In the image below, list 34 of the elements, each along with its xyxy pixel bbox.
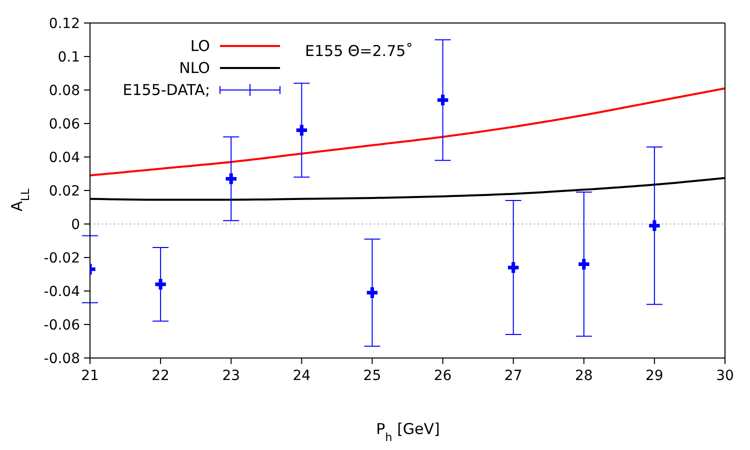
x-tick-label: 23 [222,368,240,384]
point [578,258,590,270]
point [226,173,236,184]
y-tick-label: 0.1 [58,49,80,66]
legend-label: E155-DATA; [122,81,210,99]
y-tick-label: 0.04 [48,150,80,166]
point [366,287,378,298]
y-tick-label: 0 [71,216,80,233]
x-tick-label: 26 [434,368,452,384]
y-tick-label: 0.08 [48,82,80,99]
y-tick-label: -0.08 [44,350,80,367]
point [437,94,448,106]
y-tick-label: 0.02 [48,183,80,200]
x-axis-title: P$_{h}$ [GeV] [376,420,440,444]
legend-label: NLO [179,59,210,77]
x-tick-label: 22 [152,368,170,384]
y-tick-label: -0.02 [44,250,80,266]
point [508,262,519,273]
legend-label: LO [190,37,210,55]
x-tick-label: 29 [646,368,664,384]
x-tick-label: 25 [363,368,382,384]
point [296,124,308,136]
x-tick-label: 27 [504,368,522,384]
x-tick-label: 28 [574,368,593,384]
x-tick-label: 30 [716,368,734,384]
point [649,220,660,232]
y-tick-label: -0.06 [44,317,80,334]
annotation: E155 Θ=2.75˚ [305,42,414,60]
y-tick-label: 0.12 [48,16,80,32]
x-tick-label: 24 [292,368,311,384]
x-tick-label: 21 [81,368,99,384]
y-tick-label: 0.06 [48,116,80,132]
point [155,278,166,290]
y-tick-label: -0.04 [44,284,80,300]
